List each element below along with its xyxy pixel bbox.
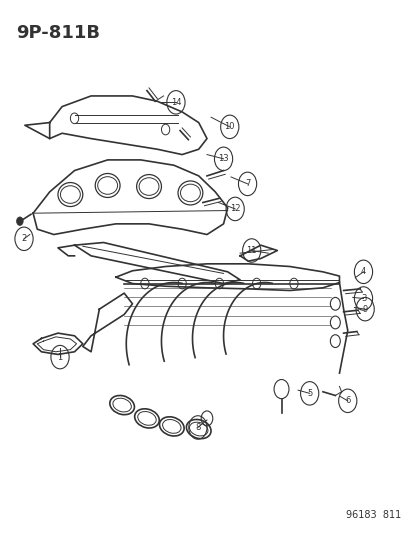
Text: 9: 9 [362,305,367,313]
Text: 6: 6 [344,397,349,405]
Text: 9P-811B: 9P-811B [17,24,100,42]
Text: 8: 8 [195,423,200,432]
Text: 13: 13 [218,155,228,163]
Text: 4: 4 [360,268,365,276]
Text: 5: 5 [306,389,311,398]
Text: 7: 7 [244,180,249,188]
Text: 10: 10 [224,123,235,131]
Text: 2: 2 [21,235,26,243]
Text: 1: 1 [57,353,62,361]
Text: 3: 3 [360,294,365,303]
Text: 12: 12 [229,205,240,213]
Text: 96183  811: 96183 811 [346,510,401,520]
Circle shape [17,217,23,225]
Text: 14: 14 [170,98,181,107]
Text: 11: 11 [246,246,256,255]
